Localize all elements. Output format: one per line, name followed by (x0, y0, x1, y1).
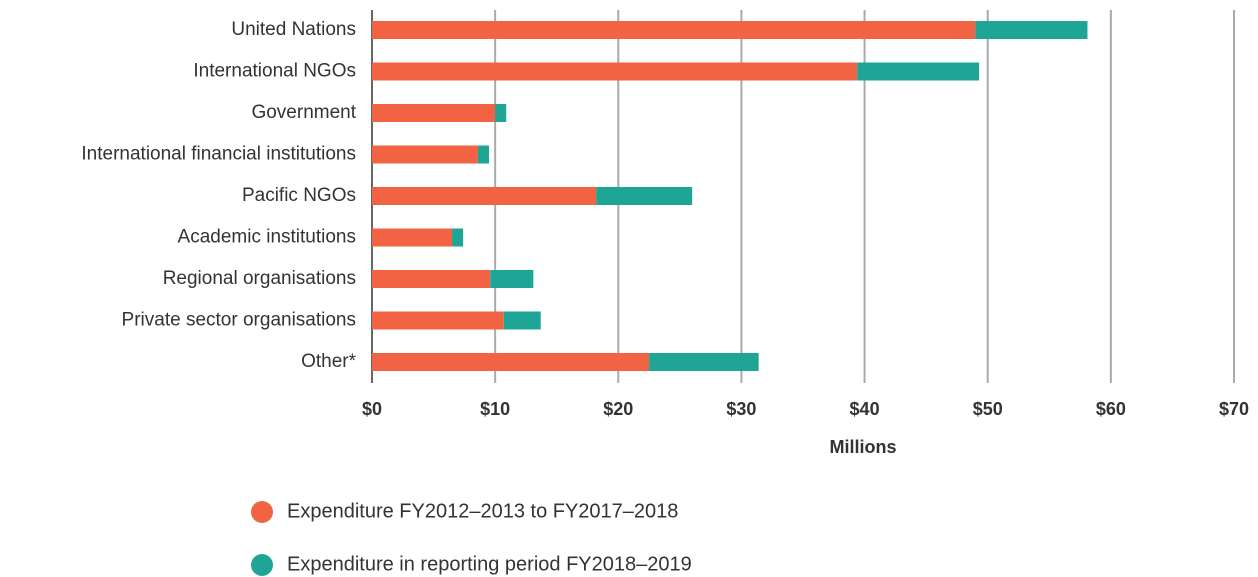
bar-segment (372, 228, 453, 247)
bar-segment (372, 311, 504, 330)
bar-segment (490, 270, 534, 288)
category-label: Pacific NGOs (242, 185, 356, 206)
legend-label: Expenditure in reporting period FY2018–2… (287, 553, 692, 575)
bar-segment (372, 187, 597, 205)
category-label: Academic institutions (178, 227, 356, 248)
bar-segment (372, 104, 496, 122)
bar-segment (372, 270, 491, 288)
x-tick-label: $60 (1096, 399, 1126, 419)
bar-segment (503, 311, 541, 330)
bar-segment (372, 21, 976, 39)
legend-marker (251, 501, 273, 523)
category-label: Government (251, 102, 356, 123)
x-tick-label: $20 (603, 399, 633, 419)
bar-segment (649, 353, 759, 371)
bar-segment (372, 145, 478, 164)
x-tick-label: $10 (480, 399, 510, 419)
bar-segment (372, 353, 650, 371)
bar-segment (452, 228, 464, 247)
bar-segment (857, 62, 980, 81)
bar-segment (495, 104, 507, 122)
bar-segment (975, 21, 1088, 39)
category-label: International financial institutions (81, 144, 356, 165)
legend-label: Expenditure FY2012–2013 to FY2017–2018 (287, 500, 678, 522)
x-tick-label: $0 (362, 399, 382, 419)
x-tick-label: $30 (726, 399, 756, 419)
bar-segment (372, 62, 858, 81)
x-tick-label: $50 (973, 399, 1003, 419)
legend-marker (251, 554, 273, 576)
category-label: United Nations (231, 19, 356, 40)
bar-segment (596, 187, 693, 205)
x-axis-label: Millions (830, 437, 897, 457)
bar-segment (477, 145, 489, 164)
category-label: Other* (301, 351, 357, 372)
category-label: International NGOs (193, 61, 356, 82)
x-tick-label: $40 (850, 399, 880, 419)
category-label: Private sector organisations (122, 310, 356, 331)
x-tick-label: $70 (1219, 399, 1249, 419)
category-label: Regional organisations (163, 268, 356, 289)
